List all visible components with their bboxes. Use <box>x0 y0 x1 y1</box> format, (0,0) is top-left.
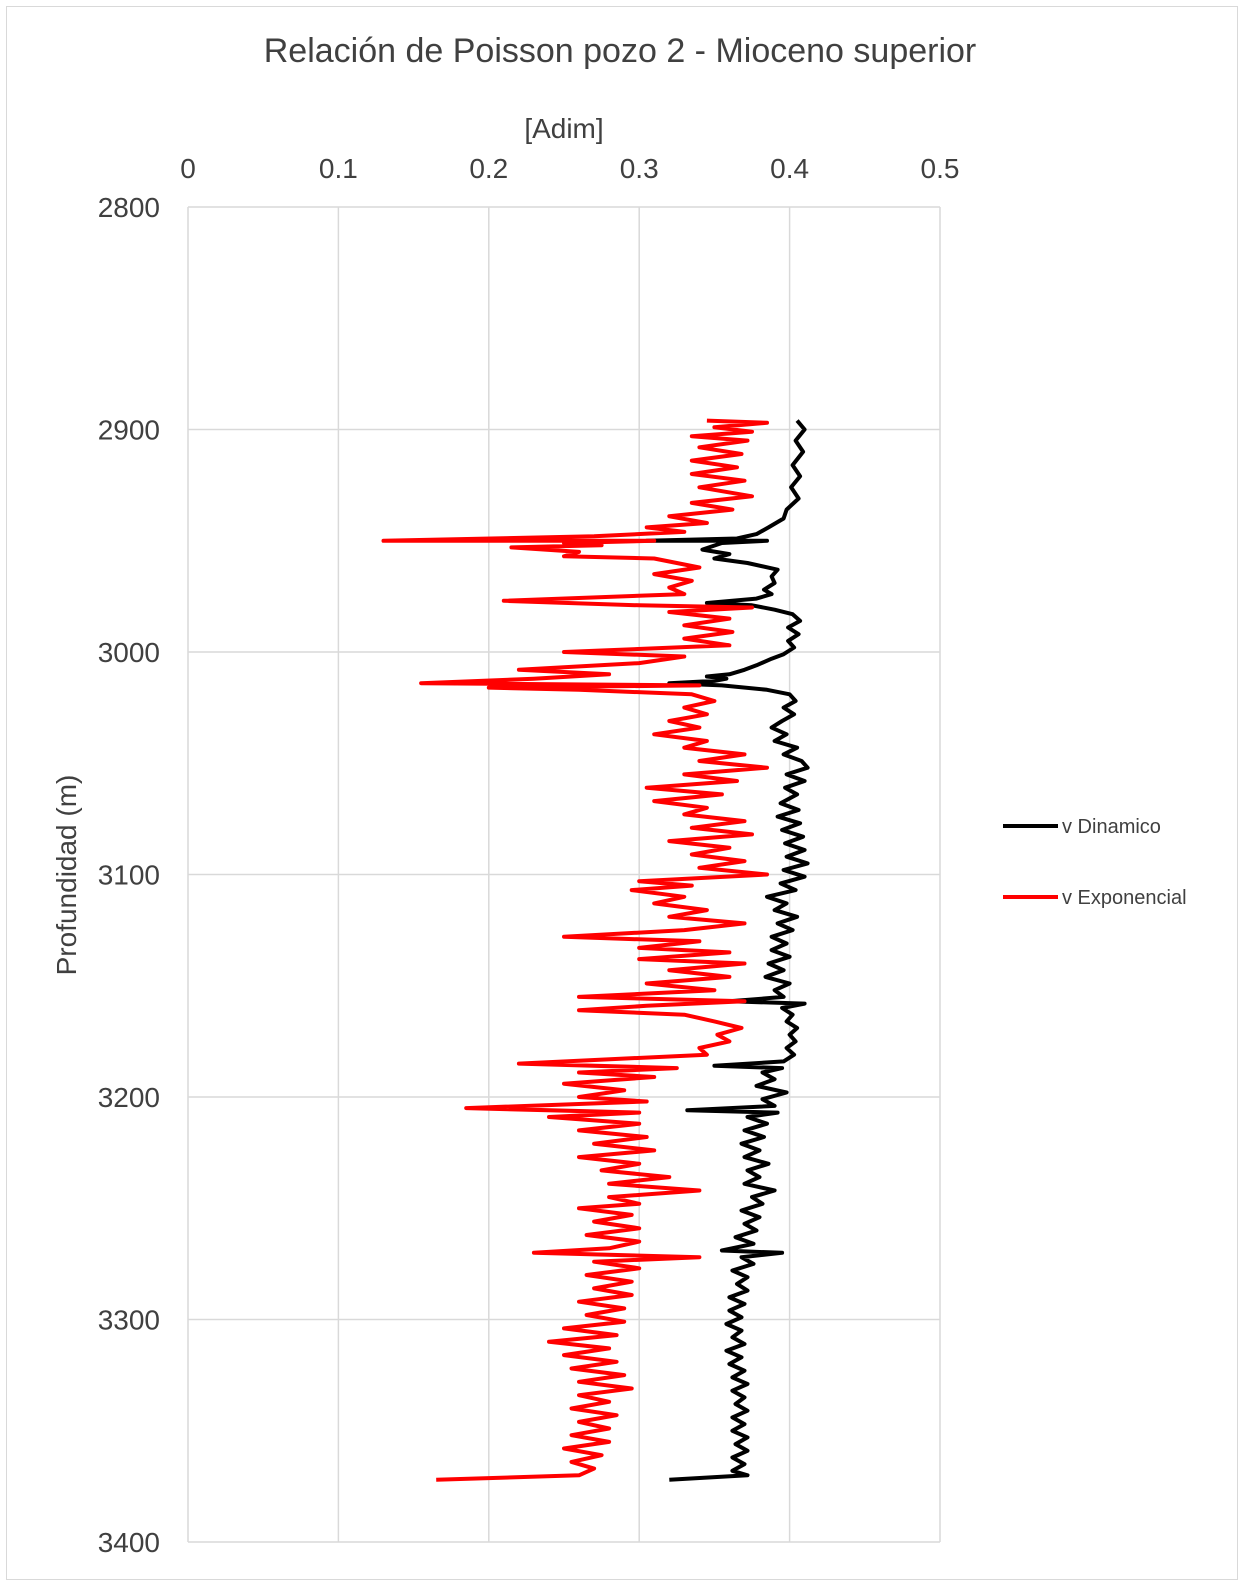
y-tick-label: 3400 <box>98 1527 160 1558</box>
series-line-v-exponencial <box>384 421 768 1480</box>
y-tick-label: 3100 <box>98 860 160 891</box>
y-tick-label: 3000 <box>98 637 160 668</box>
legend-label: v Dinamico <box>1062 816 1161 838</box>
y-tick-label: 2800 <box>98 192 160 223</box>
chart-title: Relación de Poisson pozo 2 - Mioceno sup… <box>264 32 977 70</box>
x-tick-label: 0 <box>180 153 196 184</box>
legend: v Dinamico v Exponencial <box>1003 816 1187 909</box>
y-axis-title: Profundidad (m) <box>51 775 82 976</box>
series-layer <box>384 421 808 1480</box>
x-axis-title: [Adim] <box>524 113 603 144</box>
y-tick-label: 3200 <box>98 1082 160 1113</box>
tick-labels: 0 0.1 0.2 0.3 0.4 0.5 2800 2900 3000 3100 3200 3300… <box>98 153 960 1558</box>
y-tick-label: 2900 <box>98 415 160 446</box>
x-tick-label: 0.2 <box>469 153 508 184</box>
legend-label: v Exponencial <box>1062 887 1187 909</box>
x-tick-label: 0.3 <box>620 153 659 184</box>
x-tick-label: 0.1 <box>319 153 358 184</box>
y-tick-label: 3300 <box>98 1305 160 1336</box>
x-tick-label: 0.4 <box>770 153 809 184</box>
x-tick-label: 0.5 <box>921 153 960 184</box>
